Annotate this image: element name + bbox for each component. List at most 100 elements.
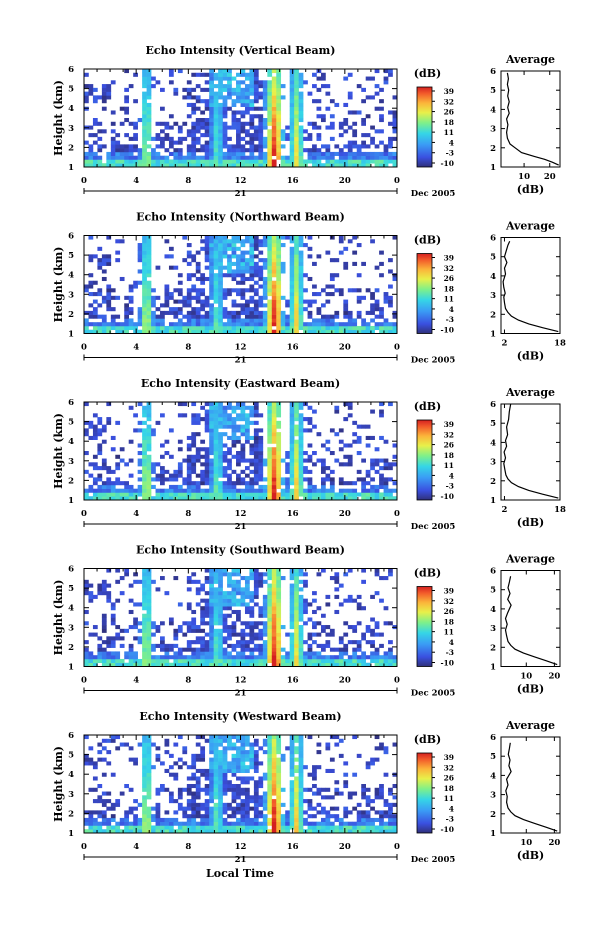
heatmap-cell <box>294 155 299 160</box>
heatmap-cell <box>303 488 308 493</box>
heatmap-cell <box>218 738 223 743</box>
heatmap-cell <box>142 458 147 463</box>
heatmap-cell <box>267 632 273 637</box>
heatmap-cell <box>374 651 380 656</box>
heatmap-cell <box>271 310 277 315</box>
heatmap-cell <box>155 477 161 482</box>
heatmap-cell <box>236 572 241 577</box>
heatmap-cell <box>200 159 206 164</box>
heatmap-cell <box>253 136 259 141</box>
heatmap-cell <box>307 655 313 660</box>
heatmap-cell <box>249 598 255 603</box>
heatmap-cell <box>312 325 317 331</box>
heatmap-cell <box>213 140 219 145</box>
heatmap-cell <box>101 587 107 592</box>
heatmap-cell <box>240 632 246 637</box>
heatmap-cell <box>200 477 206 482</box>
heatmap-cell <box>155 817 161 822</box>
heatmap-cell <box>271 69 277 74</box>
heatmap-cell <box>244 658 250 664</box>
heatmap-cell <box>110 80 116 85</box>
heatmap-cell <box>227 91 232 96</box>
heatmap-cell <box>303 799 308 804</box>
heatmap-cell <box>240 458 246 463</box>
heatmap-cell <box>200 772 206 777</box>
heatmap-cell <box>312 72 317 77</box>
heatmap-cell <box>262 159 268 164</box>
heatmap-cell <box>137 420 143 425</box>
heatmap-cell <box>200 802 206 807</box>
heatmap-cell <box>298 269 304 274</box>
heatmap-cell <box>267 265 273 270</box>
heatmap-cell <box>106 761 112 766</box>
heatmap-cell <box>365 163 371 168</box>
heatmap-cell <box>160 643 165 648</box>
heatmap-cell <box>164 239 170 244</box>
heatmap-cell <box>155 159 161 164</box>
heatmap-cell <box>312 148 317 153</box>
heatmap-cell <box>231 87 237 92</box>
heatmap-cell <box>244 806 250 811</box>
heatmap-cell <box>298 325 304 331</box>
heatmap-cell <box>137 159 143 164</box>
heatmap-cell <box>280 269 286 274</box>
heatmap-cell <box>383 606 389 611</box>
heatmap-cell <box>110 492 116 497</box>
heatmap-cell <box>204 784 210 789</box>
heatmap-cell <box>289 458 295 463</box>
colorbar-tick-label: 18 <box>444 284 454 293</box>
heatmap-cell <box>303 817 308 822</box>
heatmap-cell <box>303 129 308 134</box>
heatmap-cell <box>289 413 295 418</box>
heatmap-cell <box>227 636 232 641</box>
heatmap-cell <box>110 155 116 160</box>
heatmap-cell <box>267 602 273 607</box>
heatmap-cell <box>88 473 94 478</box>
heatmap-cell <box>142 640 147 645</box>
heatmap-cell <box>258 295 264 300</box>
heatmap-cell <box>316 606 322 611</box>
heatmap-cell <box>115 420 121 425</box>
heatmap-cell <box>146 409 152 414</box>
heatmap-cell <box>280 129 286 134</box>
heatmap-cell <box>133 621 138 626</box>
heatmap-cell <box>289 602 295 607</box>
heatmap-cell <box>294 636 299 641</box>
heatmap-cell <box>356 606 362 611</box>
heatmap-cell <box>271 144 277 149</box>
heatmap-cell <box>227 594 232 599</box>
heatmap-cell <box>320 76 326 81</box>
heatmap-cell <box>84 159 89 164</box>
heatmap-cell <box>182 325 188 331</box>
heatmap-cell <box>173 496 179 501</box>
heatmap-cell <box>325 91 331 96</box>
heatmap-cell <box>244 95 250 100</box>
heatmap-cell <box>142 254 147 259</box>
heatmap-cell <box>146 435 152 440</box>
heatmap-cell <box>88 310 94 315</box>
heatmap-cell <box>227 784 232 789</box>
heatmap-cell <box>92 118 98 123</box>
heatmap-cell <box>222 133 228 138</box>
heatmap-cell <box>289 405 295 410</box>
heatmap-cell <box>142 655 147 660</box>
heatmap-cell <box>249 821 255 826</box>
heatmap-cell <box>209 477 214 482</box>
heatmap-cell <box>280 488 286 493</box>
heatmap-cell <box>334 658 340 664</box>
heatmap-cell <box>280 322 286 327</box>
heatmap-cell <box>195 447 201 452</box>
heatmap-cell <box>84 810 89 815</box>
heatmap-cell <box>285 481 290 486</box>
heatmap-cell <box>84 609 89 615</box>
heatmap-cell <box>347 443 353 448</box>
heatmap-cell <box>106 829 112 834</box>
heatmap-cell <box>128 405 134 410</box>
heatmap-cell <box>338 655 344 660</box>
heatmap-cell <box>213 829 219 834</box>
heatmap-cell <box>164 655 170 660</box>
day-label: 21 <box>235 689 247 699</box>
heatmap-cell <box>155 492 161 497</box>
heatmap-cell <box>115 239 121 244</box>
heatmap-cell <box>213 594 219 599</box>
